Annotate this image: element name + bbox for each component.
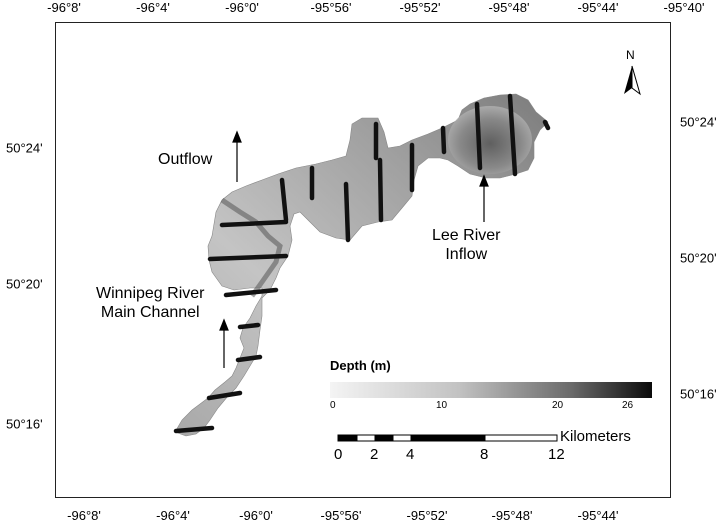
scale-tick: 4 [406,446,415,463]
transect-line [173,425,215,434]
transect-line [343,181,351,243]
left-tick-label: 50°24' [6,140,43,156]
north-label: N [626,48,635,62]
top-tick-label: -96°0' [225,0,259,15]
top-tick-label: -95°48' [488,0,530,15]
winnipeg-label-line2: Main Channel [100,304,200,321]
outflow-label: Outflow [158,151,213,168]
lee-arrowhead [479,174,489,187]
right-tick-label: 50°24' [680,114,717,130]
transect-lines [173,93,551,434]
transect-line [279,177,289,223]
transect-line [235,354,263,363]
main-channel [220,197,283,298]
north-arrow-icon [624,65,641,96]
bottom-tick-label: -95°48' [491,508,533,523]
transect-line [206,390,243,401]
top-tick-label: -95°44' [577,0,619,15]
scale-unit: Kilometers [560,428,631,445]
transect-line [377,157,384,223]
legend-tick: 0 [330,400,336,411]
outflow-arrowhead [232,130,242,143]
scale-tick: 0 [334,446,343,463]
winnipeg-label-line1: Winnipeg River [96,285,205,302]
bottom-tick-label: -95°52' [406,508,448,523]
top-tick-label: -96°8' [47,0,81,15]
bottom-tick-label: -95°56' [320,508,362,523]
scale-tick: 2 [370,446,379,463]
lee-label-line2: Inflow [445,246,488,263]
top-tick-label: -96°4' [136,0,170,15]
legend-tick: 10 [436,400,448,411]
scale-tick: 12 [548,446,565,463]
top-tick-label: -95°40' [663,0,705,15]
lee-label-line1: Lee River [432,227,501,244]
legend-title: Depth (m) [330,358,391,373]
deep-basin [448,106,532,174]
bottom-tick-label: -96°8' [67,508,101,523]
scale-bar [337,434,558,442]
right-tick-label: 50°16' [680,386,717,402]
bottom-tick-label: -96°0' [239,508,273,523]
inflow-arrowhead [219,318,229,331]
bottom-tick-label: -95°44' [577,508,619,523]
transect-line [542,119,551,131]
left-tick-label: 50°20' [6,276,43,292]
legend-tick: 20 [552,400,564,411]
transect-line [440,125,447,155]
lee-river-label: Lee River Inflow [432,226,500,264]
transect-line [237,322,261,330]
transect-line [207,253,289,262]
transect-line [474,101,483,171]
depth-legend-bar [330,382,652,398]
legend-tick: 26 [622,400,634,411]
left-tick-label: 50°16' [6,416,43,432]
scale-tick: 8 [480,446,489,463]
top-tick-label: -95°56' [310,0,352,15]
right-tick-label: 50°20' [680,250,717,266]
map-frame [55,22,671,498]
transect-line [219,219,289,228]
bottom-tick-label: -96°4' [156,508,190,523]
top-tick-label: -95°52' [399,0,441,15]
transect-line [223,287,279,298]
transect-line [507,93,518,177]
winnipeg-river-label: Winnipeg River Main Channel [96,284,204,322]
